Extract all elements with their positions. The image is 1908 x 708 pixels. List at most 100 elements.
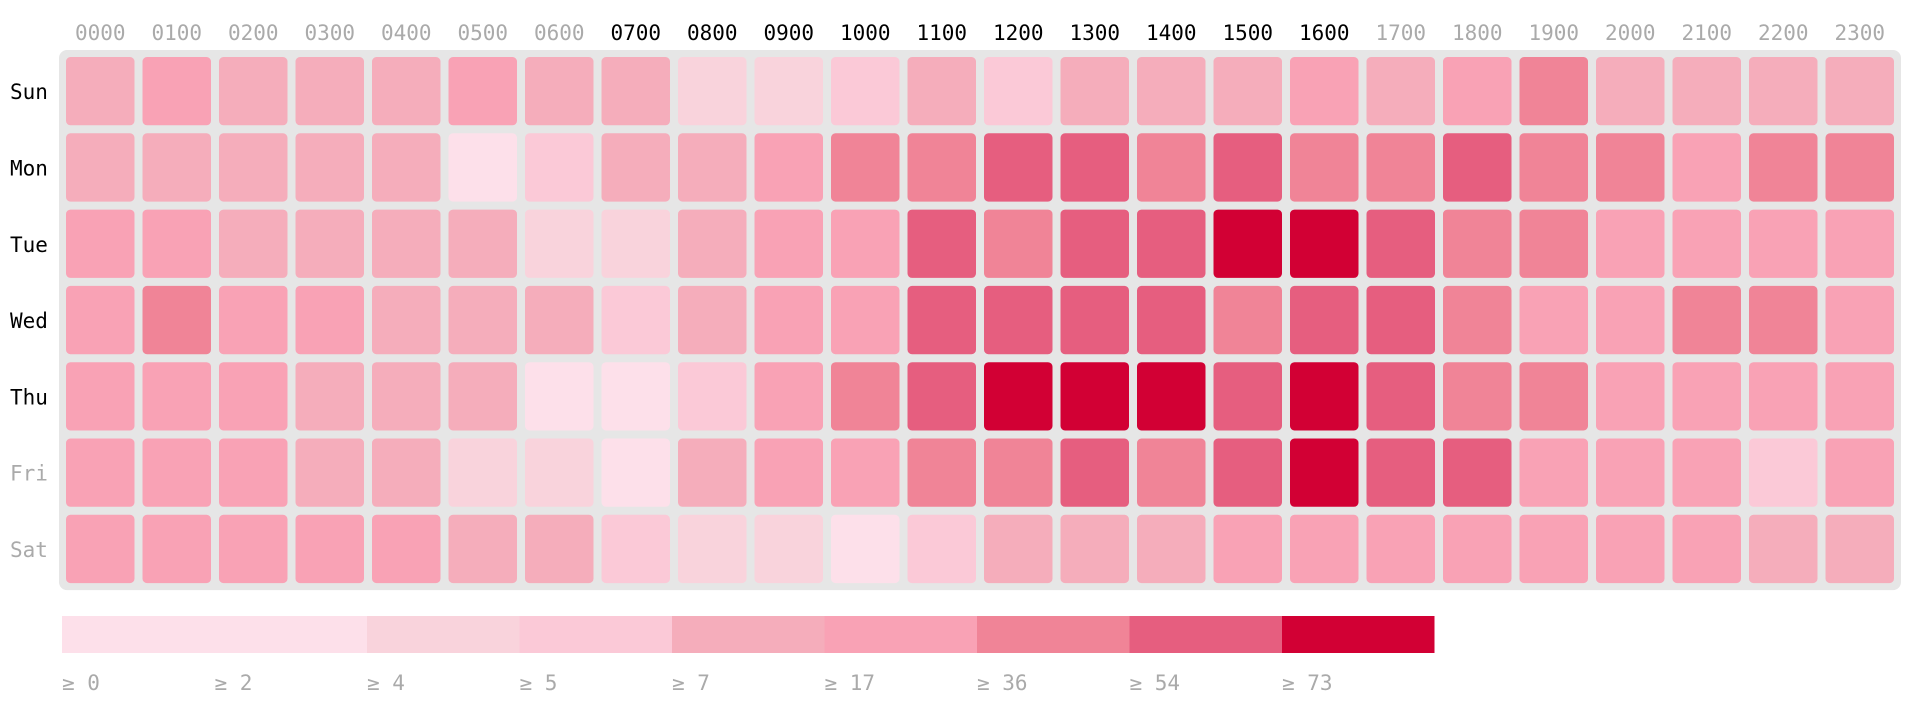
y-tick-label: Tue xyxy=(10,233,48,257)
heatmap-cell xyxy=(904,130,979,205)
heatmap-cell xyxy=(598,435,673,510)
heatmap-cell xyxy=(675,282,750,358)
heatmap-cell xyxy=(981,206,1056,281)
heatmap-cell xyxy=(981,130,1056,205)
x-tick-label: 2300 xyxy=(1834,21,1885,45)
heatmap-cell xyxy=(1822,282,1897,358)
heatmap-cell xyxy=(751,435,826,510)
heatmap-cell xyxy=(522,511,597,587)
heatmap-cell xyxy=(292,54,367,129)
heatmap-cell xyxy=(1134,435,1209,510)
x-tick-label: 1600 xyxy=(1299,21,1350,45)
heatmap-cell xyxy=(598,359,673,434)
legend-swatch xyxy=(62,616,367,653)
heatmap-cell xyxy=(981,511,1056,587)
legend-swatch xyxy=(519,616,672,653)
legend-label: ≥ 17 xyxy=(825,671,876,695)
legend-label: ≥ 0 xyxy=(62,671,100,695)
x-tick-label: 0400 xyxy=(381,21,432,45)
heatmap-cell xyxy=(1746,511,1821,587)
heatmap-cell xyxy=(1210,282,1285,358)
heatmap-cell xyxy=(63,206,138,281)
x-tick-label: 1200 xyxy=(993,21,1044,45)
heatmap-cell xyxy=(751,511,826,587)
heatmap-cell xyxy=(1210,130,1285,205)
heatmap-cell xyxy=(139,206,214,281)
heatmap-cell xyxy=(1057,282,1132,358)
heatmap-cell xyxy=(1210,435,1285,510)
heatmap-cell xyxy=(1210,54,1285,129)
y-tick-label: Fri xyxy=(10,462,48,486)
x-tick-label: 1500 xyxy=(1222,21,1273,45)
heatmap-cell xyxy=(292,435,367,510)
heatmap-cell xyxy=(1746,359,1821,434)
heatmap-cell xyxy=(1822,206,1897,281)
x-tick-label: 1000 xyxy=(840,21,891,45)
heatmap-cell xyxy=(675,130,750,205)
x-tick-label: 1100 xyxy=(916,21,967,45)
heatmap-cell xyxy=(598,511,673,587)
heatmap-cell xyxy=(139,54,214,129)
heatmap-cell xyxy=(1134,206,1209,281)
x-tick-label: 0100 xyxy=(151,21,202,45)
heatmap-cell xyxy=(598,130,673,205)
x-tick-label: 1800 xyxy=(1452,21,1503,45)
heatmap-cell xyxy=(1822,130,1897,205)
heatmap-cell xyxy=(1134,130,1209,205)
heatmap-cell xyxy=(828,435,903,510)
x-tick-label: 0600 xyxy=(534,21,585,45)
x-tick-label: 0300 xyxy=(304,21,355,45)
heatmap-cell xyxy=(1669,359,1744,434)
heatmap-cell xyxy=(1593,54,1668,129)
heatmap-cell xyxy=(981,359,1056,434)
heatmap-cell xyxy=(1593,435,1668,510)
heatmap-cell xyxy=(598,54,673,129)
legend-swatch xyxy=(977,616,1130,653)
x-axis-ticks: 0000 0100 0200 0300 0400 0500 0600 0700 0800 0900… xyxy=(75,21,1885,45)
heatmap-cell xyxy=(292,130,367,205)
heatmap-cell xyxy=(1057,359,1132,434)
heatmap-cell xyxy=(292,359,367,434)
heatmap-cell xyxy=(63,511,138,587)
heatmap-cell xyxy=(445,130,520,205)
heatmap-cell xyxy=(1746,130,1821,205)
heatmap-cell xyxy=(445,54,520,129)
heatmap-cell xyxy=(63,359,138,434)
heatmap-cell xyxy=(139,511,214,587)
heatmap-cell xyxy=(1287,130,1362,205)
x-tick-label: 1300 xyxy=(1069,21,1120,45)
heatmap-cell xyxy=(522,206,597,281)
heatmap-cell xyxy=(522,435,597,510)
heatmap-cell xyxy=(369,359,444,434)
heatmap-cell xyxy=(1440,359,1515,434)
heatmap-cell xyxy=(828,54,903,129)
heatmap-cell xyxy=(1746,282,1821,358)
x-tick-label: 2200 xyxy=(1758,21,1809,45)
heatmap-cell xyxy=(751,359,826,434)
heatmap-cell xyxy=(139,282,214,358)
heatmap-cell xyxy=(1440,206,1515,281)
heatmap-cell xyxy=(369,206,444,281)
heatmap-cell xyxy=(63,130,138,205)
legend-label: ≥ 4 xyxy=(367,671,405,695)
heatmap-cell xyxy=(675,511,750,587)
legend-swatch xyxy=(1129,616,1282,653)
legend-swatch xyxy=(367,616,520,653)
heatmap-cell xyxy=(1134,54,1209,129)
heatmap-cell xyxy=(1669,282,1744,358)
heatmap-cell xyxy=(1669,435,1744,510)
x-tick-label: 0900 xyxy=(763,21,814,45)
x-tick-label: 2100 xyxy=(1681,21,1732,45)
heatmap-cell xyxy=(1287,359,1362,434)
heatmap-cell xyxy=(1287,54,1362,129)
heatmap-cell xyxy=(1440,511,1515,587)
color-legend: ≥ 0 ≥ 2 ≥ 4 ≥ 5 ≥ 7 ≥ 17 ≥ 36 ≥ 54 ≥ 73 xyxy=(62,616,1435,695)
heatmap-cell xyxy=(904,54,979,129)
heatmap-cell xyxy=(522,130,597,205)
x-tick-label: 0500 xyxy=(457,21,508,45)
y-axis-ticks: Sun Mon Tue Wed Thu Fri Sat xyxy=(10,80,48,562)
x-tick-label: 0800 xyxy=(687,21,738,45)
heatmap-cell xyxy=(216,54,291,129)
heatmap-cell xyxy=(1210,206,1285,281)
